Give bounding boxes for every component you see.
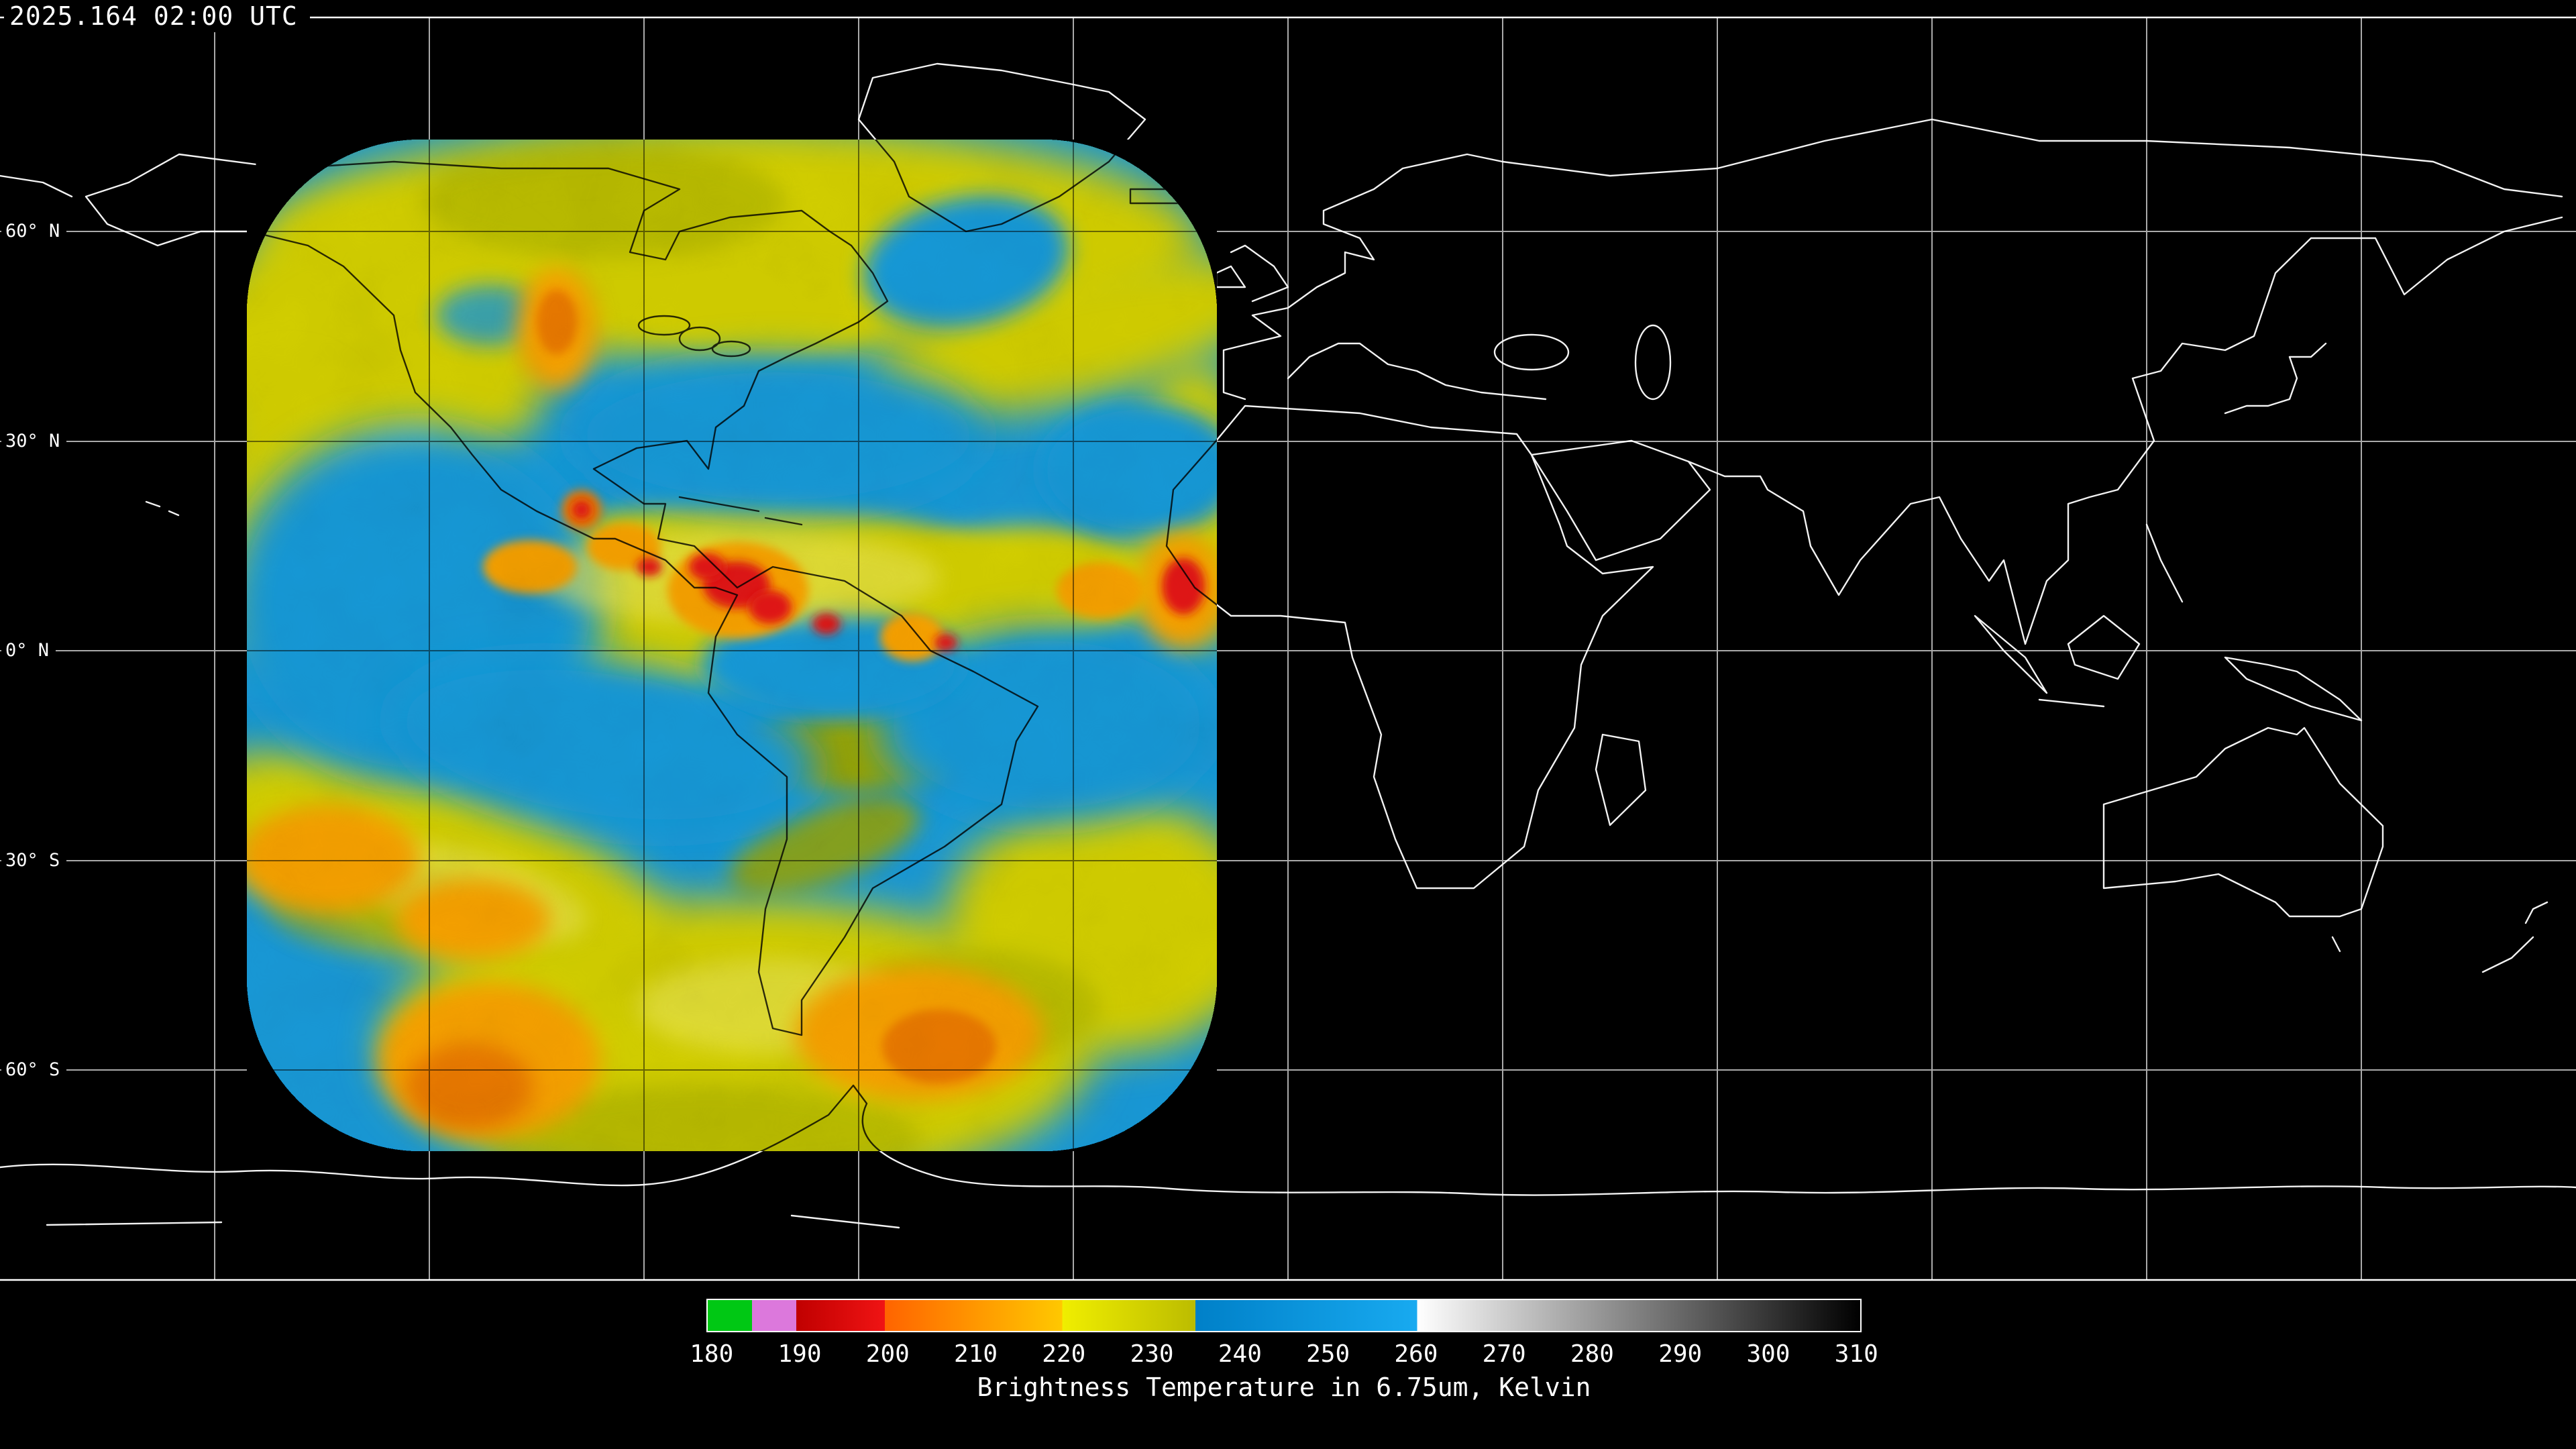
colorbar-tick-label: 260 [1394, 1340, 1438, 1368]
lat-label-0: 0° N [1, 637, 56, 664]
lat-label-60s: 60° S [1, 1057, 67, 1083]
colorbar-tick-label: 300 [1746, 1340, 1790, 1368]
swath-noise-texture [247, 140, 1217, 1151]
colorbar-tick-label: 270 [1482, 1340, 1526, 1368]
lat-label-60n: 60° N [1, 218, 67, 245]
colorbar-tick-label: 230 [1130, 1340, 1174, 1368]
colorbar-tick-label: 250 [1306, 1340, 1350, 1368]
lat-label-30n: 30° N [1, 428, 67, 455]
colorbar-tick-label: 220 [1042, 1340, 1086, 1368]
colorbar-tick-label: 240 [1218, 1340, 1262, 1368]
colorbar-tick-label: 200 [865, 1340, 910, 1368]
colorbar-tick-label: 290 [1658, 1340, 1703, 1368]
colorbar-tick-labels: 180 190 200 210 220 230 240 250 260 270 280 290 300 3… [690, 1332, 1878, 1371]
satellite-swath [247, 140, 1217, 1151]
colorbar-tick-label: 190 [777, 1340, 822, 1368]
colorbar-tick-label: 210 [954, 1340, 998, 1368]
colorbar-title: Brightness Temperature in 6.75um, Kelvin [977, 1373, 1591, 1402]
colorbar: 180 190 200 210 220 230 240 250 260 270 280 290 300 3… [690, 1299, 1878, 1402]
colorbar-tick-label: 280 [1570, 1340, 1614, 1368]
map-frame [0, 16, 2576, 1281]
colorbar-gradient [706, 1299, 1862, 1332]
colorbar-tick-label: 310 [1834, 1340, 1878, 1368]
colorbar-tick-label: 180 [690, 1340, 734, 1368]
lat-label-30s: 30° S [1, 847, 67, 874]
timestamp: 2025.164 02:00 UTC [4, 0, 310, 32]
